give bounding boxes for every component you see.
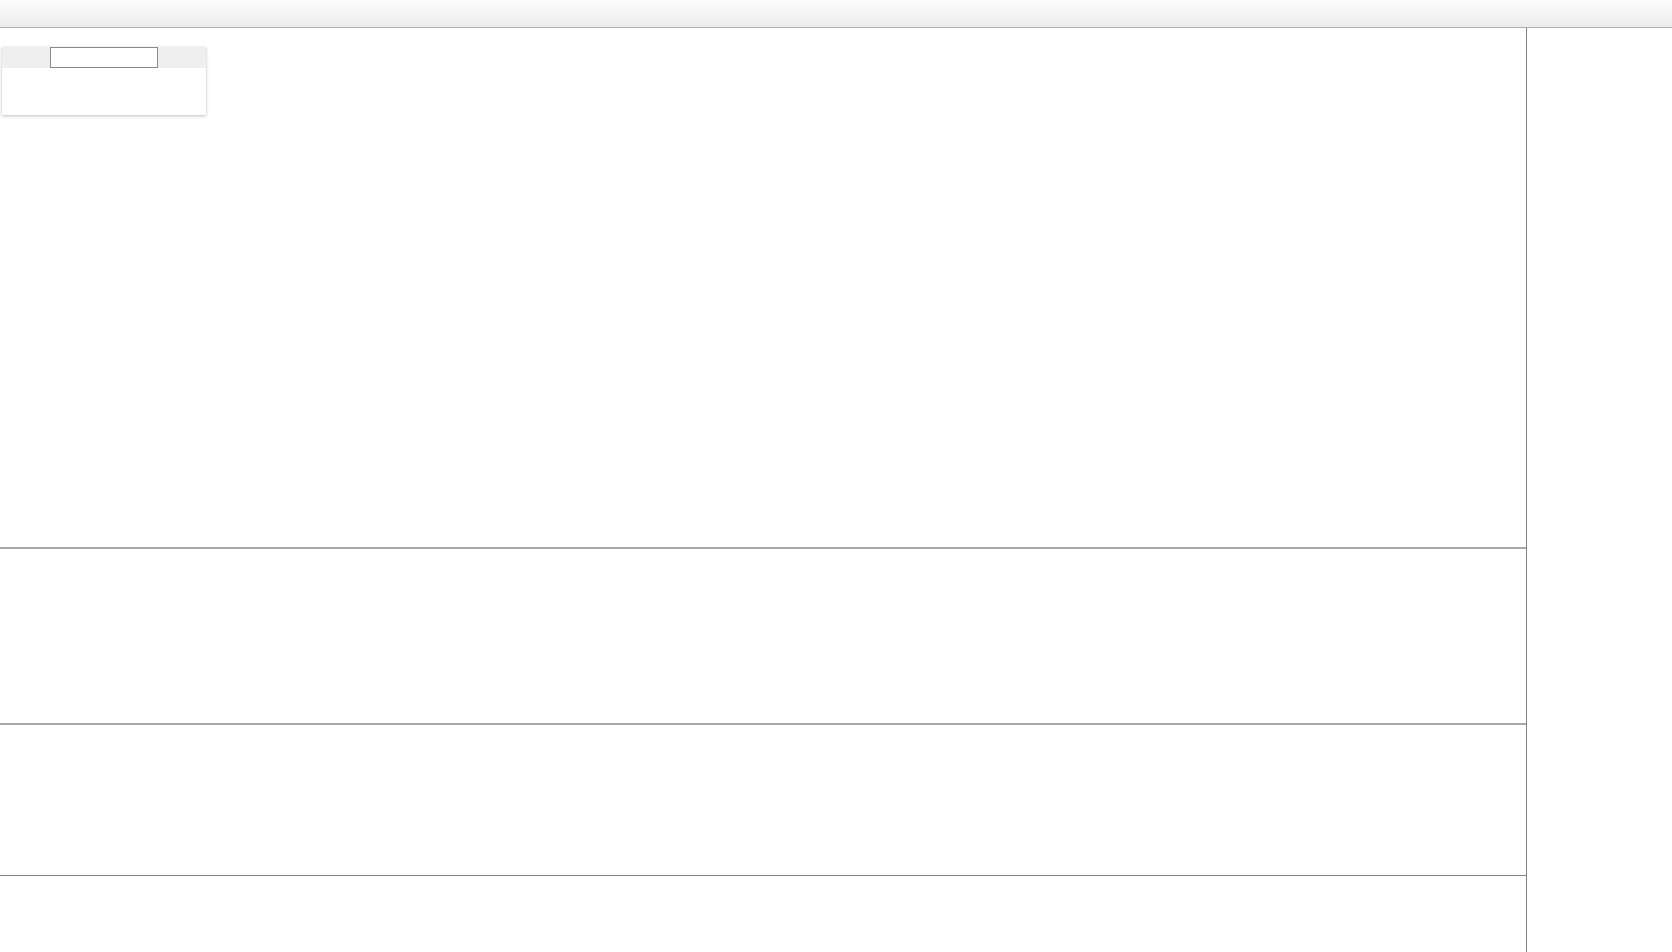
buy-button[interactable] (158, 47, 206, 68)
sell-button[interactable] (2, 47, 50, 68)
main-chart-panel (0, 28, 1526, 548)
time-axis (0, 875, 1526, 952)
macd-label (4, 551, 14, 564)
price-axis (1526, 28, 1672, 952)
chart-column (0, 28, 1526, 952)
trade-panel-controls (2, 47, 206, 68)
top-toolbar (0, 0, 1672, 28)
buy-price[interactable] (105, 69, 206, 115)
trade-panel-prices (2, 69, 206, 115)
macd-plot[interactable] (0, 549, 300, 699)
rsi-panel (0, 723, 1526, 876)
workspace (0, 28, 1672, 952)
rsi-plot[interactable] (0, 725, 300, 875)
macd-panel (0, 547, 1526, 724)
one-click-trade-panel (2, 47, 206, 115)
rsi-label (4, 727, 9, 740)
sell-price[interactable] (2, 69, 103, 115)
symbol-info (10, 32, 20, 45)
volume-field[interactable] (50, 47, 158, 68)
